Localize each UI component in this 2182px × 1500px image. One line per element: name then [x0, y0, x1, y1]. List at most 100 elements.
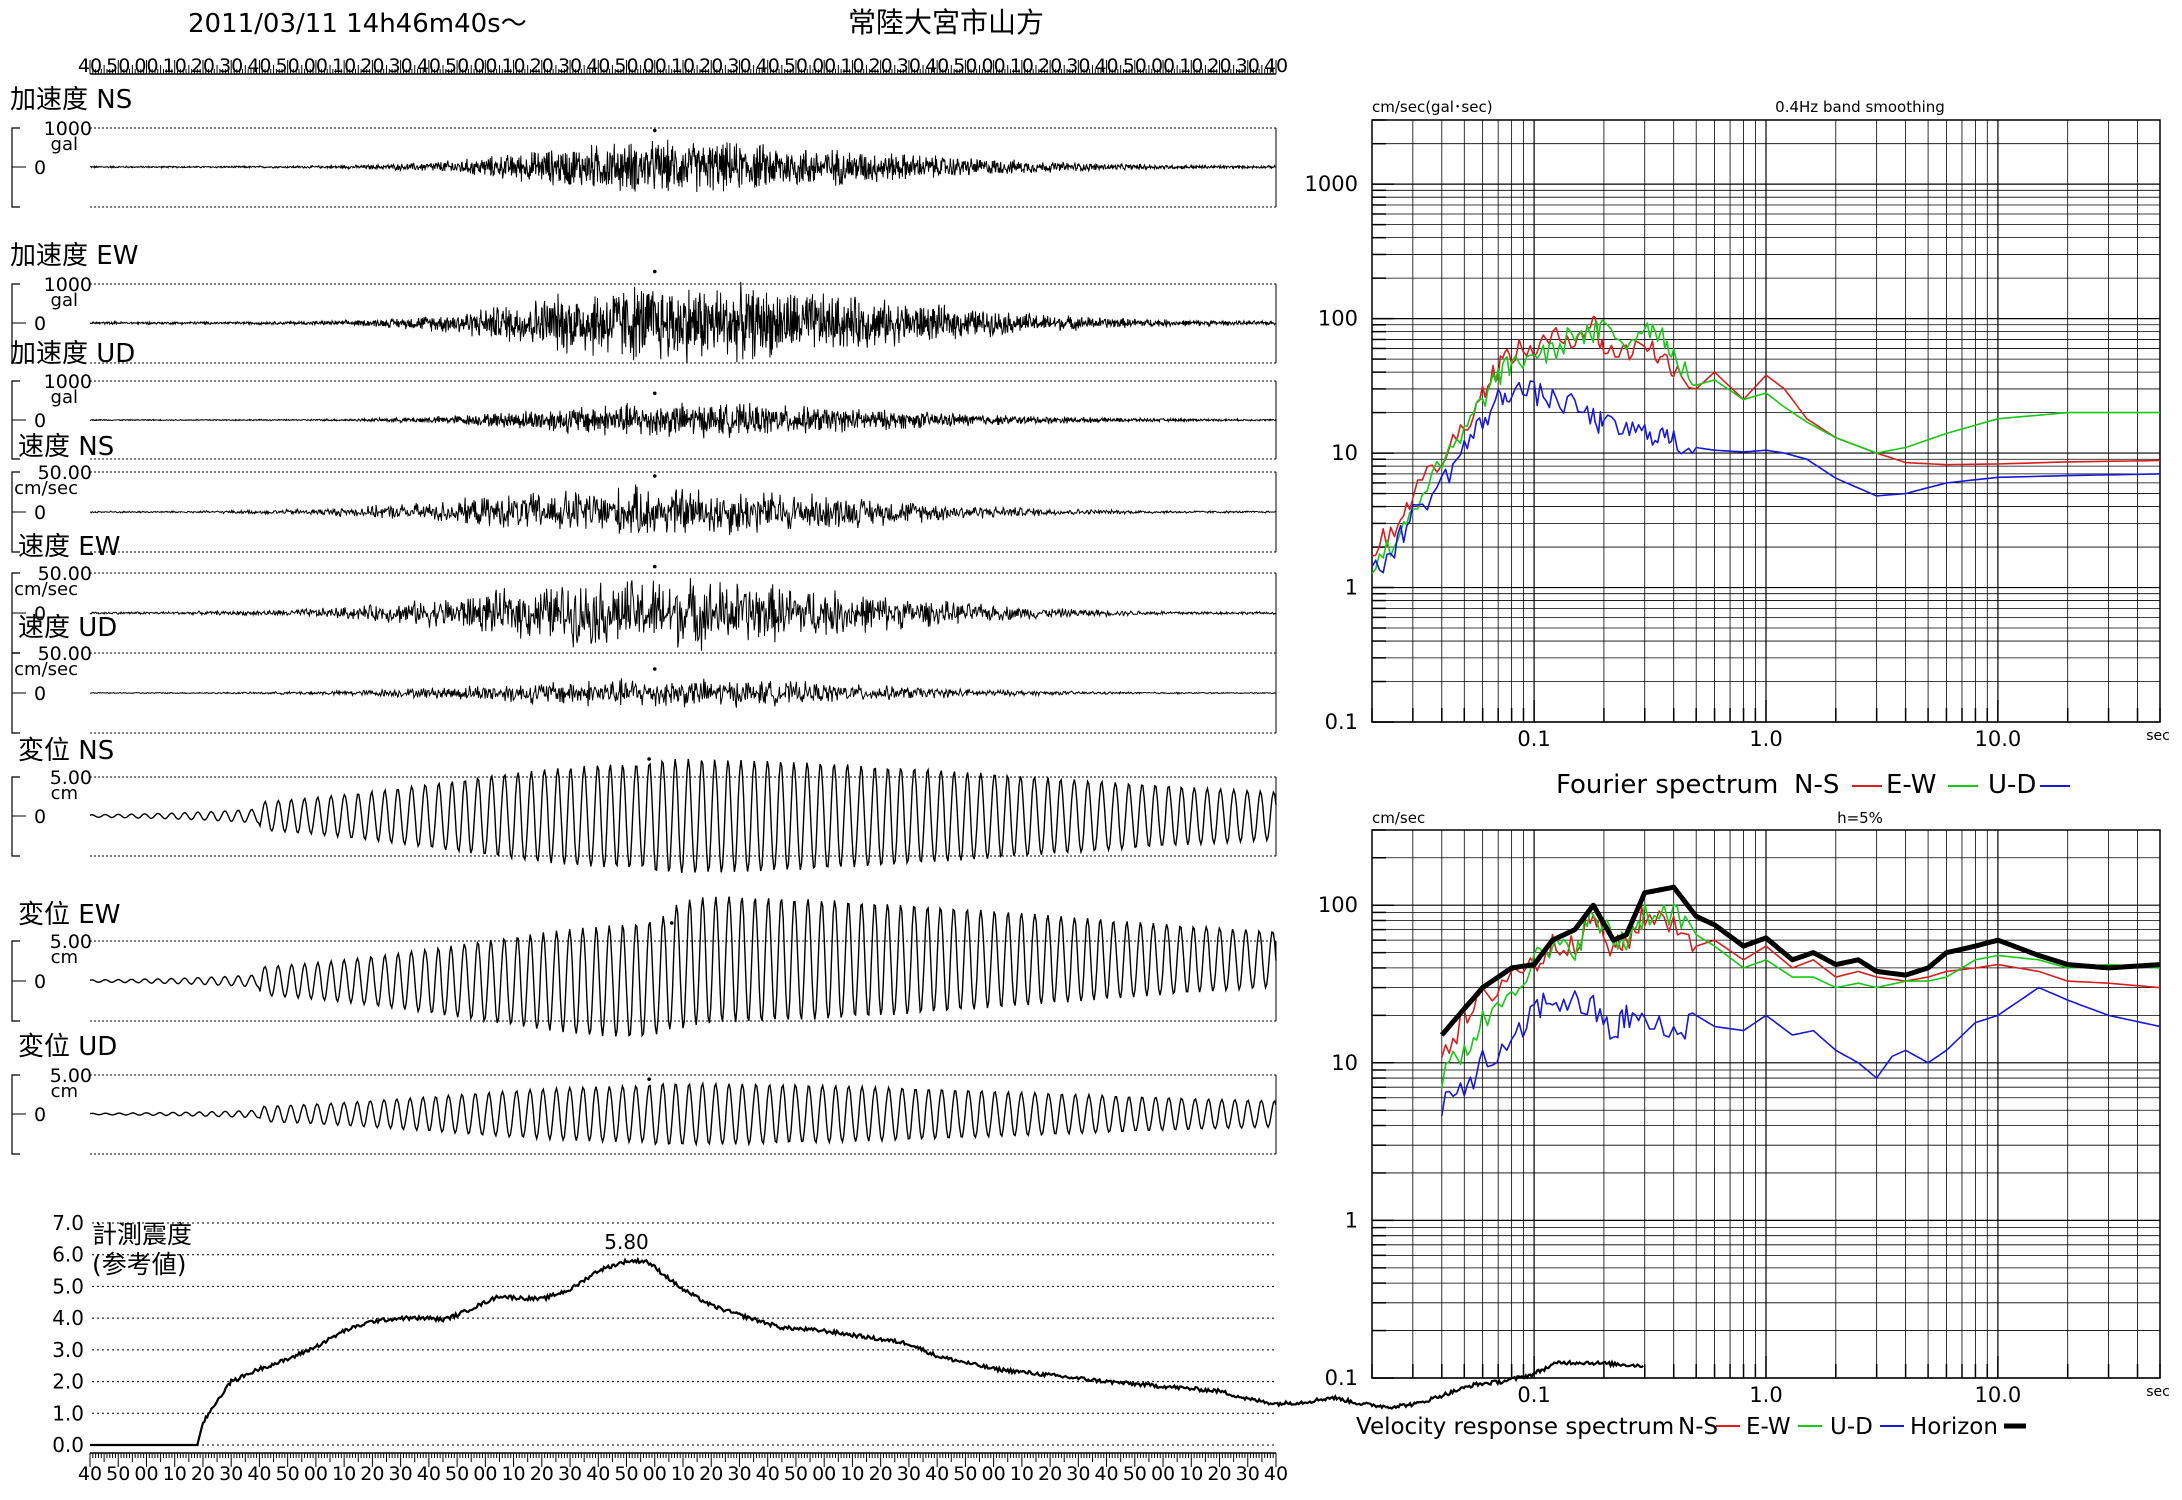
waveform-range-label: 5.00 — [50, 767, 92, 789]
series-line-e-w — [1441, 902, 2161, 1089]
time-tick-label: 30 — [727, 1463, 751, 1485]
time-tick-label: 40 — [1094, 55, 1118, 77]
series-line-e-w — [1371, 319, 2160, 575]
plot-frame — [1371, 119, 2161, 723]
time-tick-label: 30 — [389, 1463, 413, 1485]
fourier-x-unit: sec — [2146, 728, 2170, 744]
x-tick-label: 1.0 — [1749, 727, 1782, 751]
waveform-trace — [89, 678, 1277, 708]
waveform-peak-marker — [647, 1077, 651, 1081]
waveform-zero-label: 0 — [34, 603, 46, 625]
waveform-title: 速度 UD — [18, 613, 117, 643]
intensity-y-tick-label: 4.0 — [52, 1306, 84, 1330]
time-tick-label: 40 — [78, 55, 102, 77]
waveform-zero-label: 0 — [34, 806, 46, 828]
time-tick-label: 00 — [304, 55, 328, 77]
waveform-unit-label: gal — [51, 387, 78, 408]
series-line-u-d — [1441, 986, 2161, 1117]
waveform-title: 速度 NS — [18, 432, 114, 462]
time-tick-label: 40 — [1264, 1463, 1288, 1485]
time-tick-label: 50 — [1123, 1463, 1147, 1485]
time-tick-label: 50 — [445, 1463, 469, 1485]
time-tick-label: 20 — [530, 55, 554, 77]
waveform-range-label: 5.00 — [50, 931, 92, 953]
y-tick-label: 10 — [1331, 1051, 1358, 1075]
time-tick-label: 00 — [473, 1463, 497, 1485]
time-tick-label: 30 — [1236, 55, 1260, 77]
response-legend-ew: E-W — [1746, 1414, 1791, 1440]
time-tick-label: 20 — [1038, 1463, 1062, 1485]
waveform-peak-marker — [652, 667, 657, 671]
time-tick-label: 30 — [389, 55, 413, 77]
waveform-peak-marker — [652, 391, 657, 396]
waveform-trace — [89, 1081, 1277, 1148]
waveform-zero-label: 0 — [34, 410, 46, 432]
response-legend-horizon: Horizon — [1910, 1414, 1998, 1440]
waveform-range-label: 50.00 — [38, 462, 92, 484]
intensity-title: 計測震度 — [92, 1220, 192, 1249]
waveform-title: 加速度 UD — [10, 339, 135, 369]
waveform-range-label: 1000 — [44, 274, 92, 296]
time-tick-label: 00 — [643, 1463, 667, 1485]
waveform-range-label: 5.00 — [50, 1065, 92, 1087]
time-tick-label: 10 — [163, 55, 187, 77]
time-tick-label: 00 — [134, 1463, 158, 1485]
velocity-response-spectrum-chart: cm/sec h=5% sec Velocity response spectr… — [1318, 809, 2170, 1440]
time-tick-label: 40 — [417, 1463, 441, 1485]
time-tick-label: 10 — [163, 1463, 187, 1485]
intensity-y-tick-label: 1.0 — [52, 1401, 84, 1425]
time-axis-bottom: 40 50 00 10 20 30 40 50 00 10 20 30 40 50 00 10 20 30 40 50… — [78, 1452, 1288, 1485]
intensity-y-tick-label: 5.0 — [52, 1274, 84, 1298]
time-tick-label: 00 — [1151, 55, 1175, 77]
response-legend-title: Velocity response spectrum — [1356, 1414, 1674, 1440]
waveform-unit-label: cm/sec — [14, 659, 78, 680]
time-tick-label: 50 — [953, 55, 977, 77]
waveform-unit-label: gal — [51, 290, 78, 311]
time-tick-label: 00 — [304, 1463, 328, 1485]
series-line-u-d — [1371, 380, 2161, 574]
time-tick-label: 00 — [812, 55, 836, 77]
waveform-trace — [89, 402, 1277, 439]
time-tick-label: 40 — [756, 1463, 780, 1485]
waveform-title: 速度 EW — [18, 532, 120, 562]
time-tick-label: 50 — [276, 55, 300, 77]
y-tick-label: 1 — [1345, 1208, 1358, 1232]
series-line-horizon — [1439, 884, 2161, 1037]
time-tick-label: 10 — [671, 1463, 695, 1485]
waveform-zero-label: 0 — [34, 683, 46, 705]
waveform-zero-label: 0 — [34, 971, 46, 993]
time-tick-label: 30 — [558, 55, 582, 77]
time-tick-label: 00 — [134, 55, 158, 77]
waveform-title: 加速度 EW — [10, 241, 138, 271]
waveform-peak-marker — [669, 921, 674, 925]
response-legend: Velocity response spectrum N-S E-W U-D H… — [1356, 1414, 2026, 1440]
time-tick-label: 50 — [784, 55, 808, 77]
time-tick-label: 40 — [756, 55, 780, 77]
time-tick-label: 30 — [1066, 55, 1090, 77]
x-tick-label: 0.1 — [1517, 727, 1550, 751]
intensity-max-label: 5.80 — [604, 1230, 649, 1254]
waveform-peak-marker — [652, 564, 657, 569]
intensity-y-tick-label: 3.0 — [52, 1338, 84, 1362]
waveform-range-label: 50.00 — [38, 643, 92, 665]
time-tick-label: 10 — [1179, 55, 1203, 77]
waveform-unit-label: cm — [51, 783, 78, 804]
waveform-peak-marker — [652, 128, 657, 133]
waveform-zero-label: 0 — [34, 157, 46, 179]
fourier-legend-ud: U-D — [1988, 770, 2036, 800]
station-name: 常陸大宮市山方 — [848, 6, 1044, 39]
time-tick-label: 40 — [78, 1463, 102, 1485]
time-tick-label: 30 — [897, 1463, 921, 1485]
waveform-trace — [89, 758, 1277, 873]
response-legend-ud: U-D — [1830, 1414, 1873, 1440]
y-tick-label: 10 — [1331, 441, 1358, 465]
x-tick-label: 10.0 — [1975, 1383, 2022, 1407]
waveform-trace — [89, 281, 1277, 364]
time-axis-top: 40 50 00 10 20 30 40 50 00 10 20 30 40 50 00 10 20 30 40 50… — [78, 55, 1288, 77]
time-tick-label: 20 — [360, 55, 384, 77]
fourier-header-center: 0.4Hz band smoothing — [1775, 98, 1945, 116]
